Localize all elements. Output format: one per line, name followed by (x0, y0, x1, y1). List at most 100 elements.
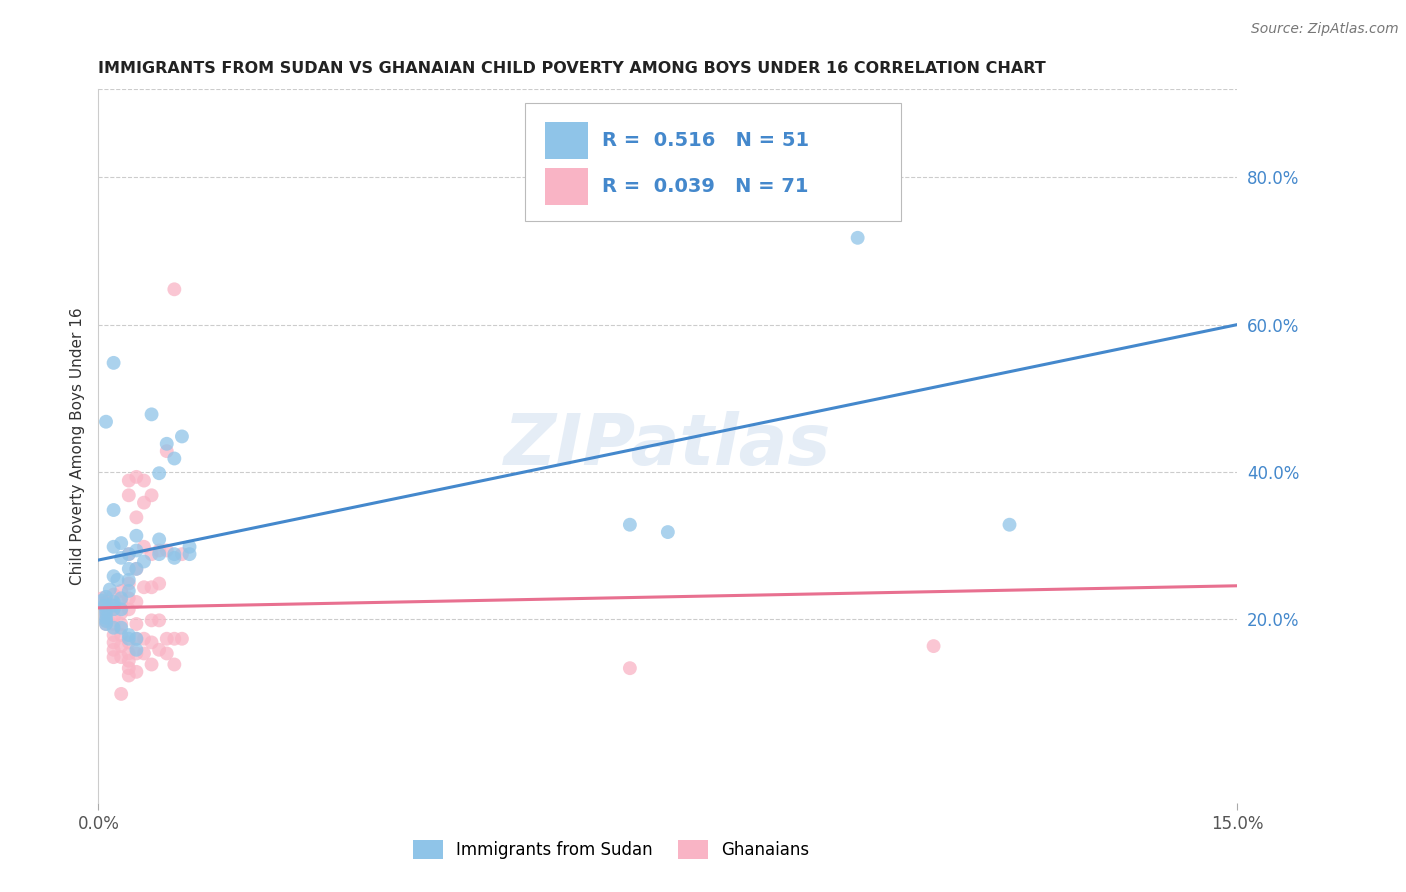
FancyBboxPatch shape (526, 103, 901, 221)
Legend: Immigrants from Sudan, Ghanaians: Immigrants from Sudan, Ghanaians (406, 833, 815, 866)
Point (94, 611, 117, 625)
Text: IMMIGRANTS FROM SUDAN VS GHANAIAN CHILD POVERTY AMONG BOYS UNDER 16 CORRELATION : IMMIGRANTS FROM SUDAN VS GHANAIAN CHILD … (98, 61, 1046, 76)
Point (94, 599, 117, 613)
Point (103, 599, 125, 613)
Point (163, 550, 186, 565)
Text: Source: ZipAtlas.com: Source: ZipAtlas.com (1251, 22, 1399, 37)
Point (118, 474, 141, 488)
Point (110, 595, 132, 609)
Point (179, 540, 201, 554)
Point (998, 517, 1021, 532)
Point (118, 668, 141, 682)
Point (125, 562, 148, 576)
Point (132, 496, 155, 510)
FancyBboxPatch shape (546, 122, 588, 159)
Point (148, 467, 170, 481)
Point (619, 661, 641, 675)
Point (125, 562, 148, 576)
Point (103, 602, 125, 616)
Point (118, 547, 141, 561)
Point (132, 554, 155, 568)
FancyBboxPatch shape (546, 168, 588, 205)
Point (103, 617, 125, 632)
Point (103, 599, 125, 613)
Point (141, 547, 163, 561)
Point (93, 599, 115, 613)
Point (125, 632, 148, 646)
Point (107, 573, 129, 587)
Point (156, 437, 179, 451)
Point (132, 647, 155, 661)
Point (103, 642, 125, 657)
Point (103, 602, 125, 616)
Point (163, 632, 186, 646)
Point (110, 687, 132, 701)
Point (141, 408, 163, 422)
Point (125, 529, 148, 543)
Point (110, 621, 132, 635)
Point (141, 580, 163, 594)
Point (179, 547, 201, 561)
Point (148, 576, 170, 591)
Point (94, 602, 117, 616)
Point (118, 661, 141, 675)
Text: R =  0.516   N = 51: R = 0.516 N = 51 (602, 131, 808, 150)
Point (922, 639, 945, 653)
Point (103, 540, 125, 554)
Point (110, 550, 132, 565)
Point (118, 573, 141, 587)
Point (125, 470, 148, 484)
Point (125, 647, 148, 661)
Point (94, 614, 117, 628)
Point (148, 642, 170, 657)
Point (103, 650, 125, 665)
Point (103, 356, 125, 370)
Point (103, 595, 125, 609)
Point (94, 603, 117, 617)
Point (148, 613, 170, 627)
Point (118, 576, 141, 591)
Point (657, 524, 679, 539)
Point (110, 628, 132, 642)
Point (110, 591, 132, 606)
Point (103, 569, 125, 583)
Point (156, 632, 179, 646)
Point (94, 415, 117, 429)
Point (156, 444, 179, 458)
Point (110, 583, 132, 598)
Point (163, 282, 186, 296)
Point (94, 609, 117, 624)
Point (118, 591, 141, 606)
Point (103, 588, 125, 602)
Point (118, 647, 141, 661)
Point (125, 617, 148, 632)
Point (110, 536, 132, 550)
Point (103, 621, 125, 635)
Point (118, 654, 141, 668)
Point (118, 547, 141, 561)
Point (170, 547, 193, 561)
Point (132, 540, 155, 554)
Point (141, 635, 163, 649)
Point (148, 547, 170, 561)
Point (125, 642, 148, 657)
Point (94, 606, 117, 620)
Point (118, 583, 141, 598)
Point (118, 632, 141, 646)
Point (118, 602, 141, 616)
Point (846, 231, 869, 245)
Point (118, 562, 141, 576)
Point (163, 657, 186, 672)
Point (110, 650, 132, 665)
Point (148, 543, 170, 558)
Point (103, 628, 125, 642)
Point (118, 488, 141, 502)
Point (91, 591, 114, 606)
Point (170, 632, 193, 646)
Point (110, 606, 132, 620)
Point (132, 474, 155, 488)
Point (125, 510, 148, 524)
Point (118, 635, 141, 649)
Text: R =  0.039   N = 71: R = 0.039 N = 71 (602, 177, 808, 195)
Point (156, 647, 179, 661)
